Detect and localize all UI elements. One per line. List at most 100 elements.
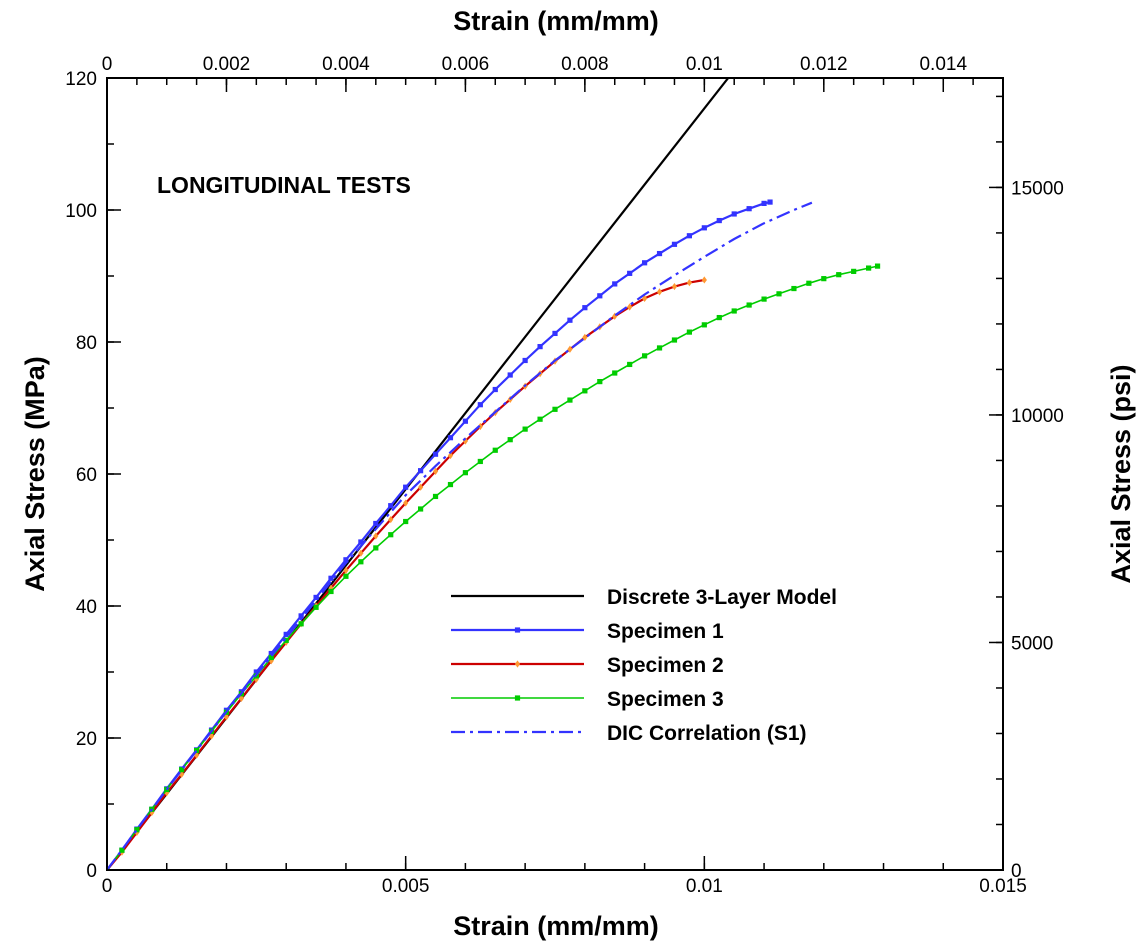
y2-tick-label: 15000 [1011,178,1064,199]
x-tick-label: 0.015 [979,876,1027,897]
data-point-specimen-3 [328,588,334,595]
data-point-specimen-3 [403,518,409,525]
data-point-specimen-3 [582,388,588,394]
data-point-specimen-3 [851,268,857,274]
data-point-specimen-3 [462,470,468,476]
data-point-specimen-1 [701,225,707,231]
data-point-specimen-1 [716,217,722,224]
series-group [107,78,881,870]
data-point-specimen-2 [164,789,170,797]
data-point-specimen-1 [373,520,379,527]
data-point-specimen-1 [537,344,543,350]
data-point-specimen-3 [522,426,528,432]
data-point-specimen-1 [746,206,752,212]
data-point-specimen-3 [836,272,842,278]
x2-tick-label: 0.004 [322,54,370,75]
data-point-specimen-1 [507,372,513,378]
legend-label-specimen-1: Specimen 1 [607,620,724,643]
data-point-specimen-2 [388,515,394,524]
y2-axis-title: Axial Stress (psi) [1106,364,1136,583]
data-point-specimen-3 [119,847,125,853]
legend: Discrete 3-Layer Model Specimen 1 Specimen… [451,586,837,745]
data-point-specimen-1 [767,199,773,205]
data-point-specimen-2 [612,312,618,320]
data-point-specimen-3 [388,532,394,538]
data-point-specimen-3 [418,506,424,512]
x2-tick-label: 0 [102,54,113,75]
data-point-specimen-2 [686,279,692,287]
y2-tick-label: 5000 [1011,633,1053,654]
x2-tick-label: 0.002 [203,54,251,75]
y-axis-title: Axial Stress (MPa) [20,356,50,592]
x2-tick-label: 0.006 [442,54,490,75]
data-point-specimen-3 [761,296,767,302]
data-point-specimen-3 [343,573,349,579]
data-point-specimen-3 [791,285,797,292]
data-point-specimen-3 [313,604,319,610]
data-point-specimen-1 [522,357,528,364]
data-point-specimen-3 [642,353,648,359]
data-point-specimen-1 [313,594,319,601]
legend-label-specimen-3: Specimen 3 [607,688,724,711]
data-point-specimen-3 [567,397,573,403]
data-point-specimen-2 [358,549,364,557]
data-point-specimen-1 [447,435,454,441]
legend-label-dic-correlation-s1: DIC Correlation (S1) [607,722,807,745]
data-point-specimen-2 [208,732,215,740]
data-point-specimen-3 [537,416,543,422]
data-point-specimen-3 [866,265,872,271]
data-point-specimen-3 [477,458,483,465]
legend-marker-specimen-3 [514,695,521,701]
y2-tick-label: 10000 [1011,406,1064,427]
data-point-specimen-1 [761,200,767,206]
data-point-specimen-1 [567,317,573,323]
data-point-specimen-2 [701,276,707,284]
y-tick-label: 60 [76,465,97,486]
data-point-specimen-1 [298,613,304,619]
legend-label-specimen-2: Specimen 2 [607,654,724,677]
data-point-specimen-1 [597,293,603,299]
legend-label-discrete-3-layer-model: Discrete 3-Layer Model [607,586,837,609]
data-point-specimen-1 [477,402,483,408]
data-point-specimen-2 [328,584,334,592]
data-point-specimen-3 [776,291,782,297]
data-point-specimen-2 [253,675,259,683]
data-point-specimen-3 [298,621,304,627]
x-tick-label: 0.005 [382,876,430,897]
x2-tick-label: 0.014 [919,54,967,75]
y-tick-label: 20 [76,729,97,750]
data-point-specimen-1 [253,669,259,675]
series-line-dic-correlation-s1 [107,201,813,870]
data-point-specimen-1 [343,557,349,563]
data-point-specimen-3 [447,481,454,488]
data-point-specimen-3 [432,493,439,500]
data-point-specimen-3 [731,308,737,314]
data-point-specimen-1 [582,305,588,311]
y-tick-label: 100 [65,201,97,222]
data-point-specimen-3 [373,545,379,551]
data-point-specimen-1 [686,233,692,239]
data-point-specimen-3 [358,559,364,565]
data-point-specimen-3 [716,314,722,321]
data-point-specimen-3 [134,827,140,833]
y-tick-label: 40 [76,597,97,618]
data-point-specimen-1 [418,468,424,474]
data-point-specimen-1 [671,241,678,247]
data-point-specimen-2 [627,303,633,311]
data-point-specimen-2 [149,808,155,817]
legend-marker-specimen-1 [514,627,521,633]
data-point-specimen-1 [552,330,558,337]
series-line-specimen-1 [107,201,771,870]
y2-tick-label: 0 [1011,861,1022,882]
data-point-specimen-2 [656,288,663,296]
y-tick-label: 80 [76,333,97,354]
x2-tick-label: 0.008 [561,54,609,75]
x2-tick-label: 0.012 [800,54,848,75]
data-point-specimen-3 [597,379,603,385]
data-point-specimen-3 [194,747,200,754]
data-point-specimen-3 [656,345,663,351]
x2-axis-title: Strain (mm/mm) [453,6,659,36]
data-point-specimen-1 [432,451,439,457]
